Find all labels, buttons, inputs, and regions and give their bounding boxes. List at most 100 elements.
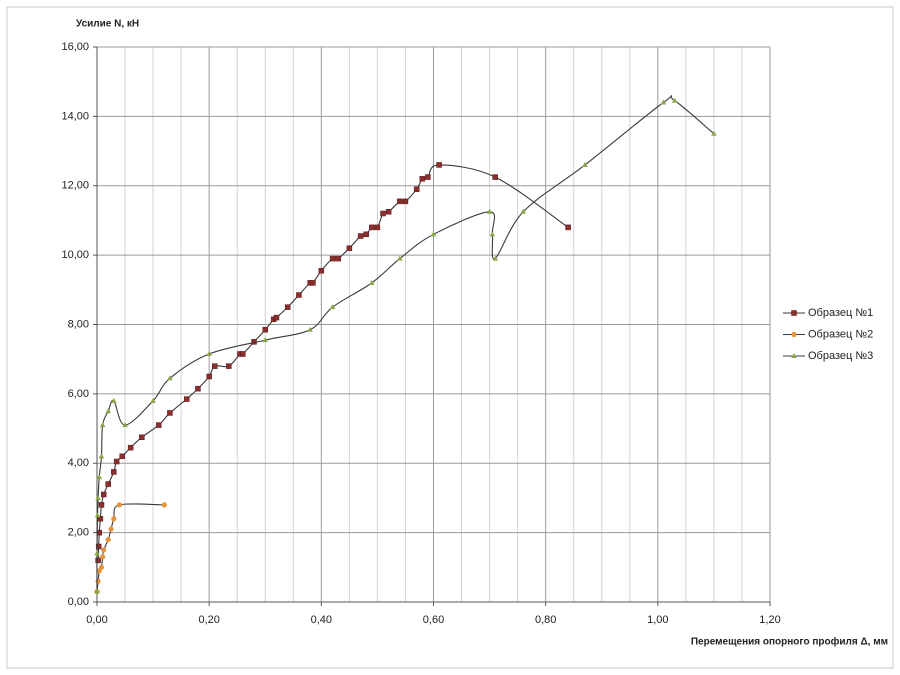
y-tick-label: 14,00: [61, 110, 89, 122]
marker: [346, 245, 353, 251]
marker: [206, 350, 212, 356]
y-tick-label: 10,00: [61, 249, 89, 261]
marker: [357, 233, 364, 239]
marker: [95, 557, 101, 564]
marker: [436, 162, 442, 168]
marker: [100, 554, 106, 560]
grid: [93, 46, 771, 606]
marker: [369, 279, 375, 285]
marker: [116, 502, 123, 508]
marker: [284, 304, 291, 310]
marker: [660, 99, 667, 105]
marker: [369, 224, 375, 231]
marker: [100, 491, 107, 498]
legend-marker: [791, 310, 797, 316]
marker: [183, 396, 190, 402]
marker: [99, 422, 106, 428]
x-tick-label: 0,60: [423, 614, 444, 626]
marker: [240, 351, 246, 357]
marker: [98, 564, 105, 570]
marker: [430, 231, 437, 237]
marker: [94, 588, 100, 594]
marker: [161, 502, 167, 508]
x-tick-label: 1,20: [759, 614, 780, 626]
x-tick-label: 0,80: [535, 614, 556, 626]
plot-area: [94, 95, 717, 595]
marker: [486, 208, 493, 214]
marker: [671, 97, 678, 103]
y-tick-label: 16,00: [61, 41, 89, 53]
x-tick-label: 0,20: [198, 614, 219, 626]
marker: [111, 516, 117, 522]
marker: [492, 174, 498, 180]
marker: [155, 422, 162, 428]
marker: [195, 385, 201, 392]
marker: [167, 410, 173, 416]
marker: [402, 198, 409, 205]
marker: [296, 292, 302, 298]
marker: [489, 231, 496, 237]
marker: [212, 363, 218, 369]
marker: [98, 502, 105, 508]
legend-marker: [791, 331, 797, 338]
marker: [122, 422, 128, 428]
marker: [94, 550, 100, 556]
marker: [425, 174, 431, 180]
x-tick-label: 0,40: [311, 614, 332, 626]
legend-label: Образец №1: [808, 307, 873, 319]
marker: [711, 130, 717, 136]
marker: [111, 469, 117, 475]
marker: [374, 224, 381, 231]
marker: [98, 453, 105, 459]
marker: [105, 536, 111, 543]
marker: [397, 255, 403, 261]
marker: [96, 474, 103, 480]
legend-label: Образец №3: [808, 350, 873, 362]
y-tick-label: 8,00: [68, 318, 89, 330]
marker: [167, 375, 173, 381]
marker: [385, 209, 392, 215]
marker: [582, 161, 588, 167]
marker: [520, 208, 527, 214]
x-tick-label: 1,00: [647, 614, 668, 626]
y-tick-label: 0,00: [68, 596, 89, 608]
marker: [127, 444, 134, 451]
legend-marker: [791, 353, 797, 358]
marker: [119, 453, 125, 460]
marker: [105, 408, 112, 414]
marker: [565, 224, 571, 231]
marker: [307, 326, 313, 332]
marker: [94, 512, 101, 518]
marker: [95, 543, 102, 550]
x-tick-label: 0,00: [86, 614, 107, 626]
chart-frame: [6, 6, 894, 669]
marker: [262, 326, 268, 333]
marker: [108, 526, 114, 532]
marker: [318, 267, 325, 274]
legend-label: Образец №2: [808, 328, 873, 340]
y-tick-label: 6,00: [68, 388, 89, 400]
marker: [105, 481, 111, 487]
marker: [329, 304, 336, 310]
marker: [492, 255, 498, 261]
marker: [111, 397, 117, 403]
y-axis-title: Усилие N, кН: [76, 19, 139, 30]
series: [95, 162, 571, 564]
marker: [310, 280, 316, 286]
marker: [139, 434, 145, 440]
marker: [363, 231, 369, 238]
marker: [101, 547, 107, 553]
x-axis-title: Перемещения опорного профиля Δ, мм: [691, 636, 888, 648]
marker: [226, 363, 232, 369]
marker: [273, 314, 280, 321]
y-tick-label: 12,00: [61, 180, 89, 192]
marker: [329, 255, 336, 262]
marker: [397, 198, 403, 205]
series: [94, 95, 717, 594]
y-tick-label: 2,00: [68, 527, 89, 539]
marker: [95, 578, 101, 584]
marker: [262, 337, 269, 343]
marker: [206, 373, 212, 380]
y-tick-label: 4,00: [68, 457, 89, 469]
